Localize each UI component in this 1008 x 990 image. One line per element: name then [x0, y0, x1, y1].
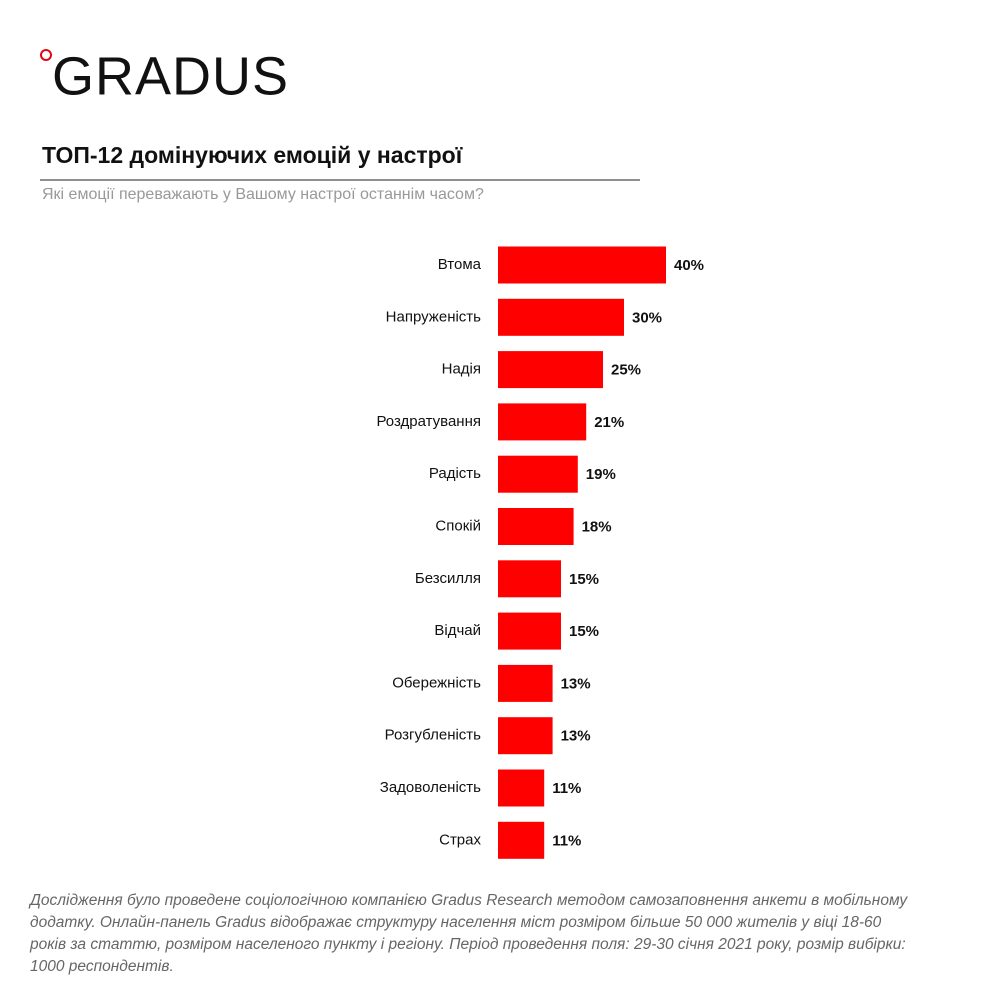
value-label: 15%	[569, 623, 599, 640]
value-label: 19%	[586, 466, 616, 483]
value-label: 18%	[582, 518, 612, 535]
value-label: 11%	[552, 780, 581, 797]
bar	[498, 351, 603, 389]
value-label: 15%	[569, 571, 599, 588]
bar	[498, 455, 578, 493]
value-label: 30%	[632, 309, 662, 326]
bar	[498, 298, 624, 336]
category-label: Роздратування	[376, 413, 481, 430]
category-label: Радість	[429, 465, 481, 482]
logo: GRADUS	[52, 46, 289, 106]
category-label: Обережність	[392, 674, 481, 691]
bar	[498, 612, 561, 650]
bar	[498, 769, 545, 807]
bar	[498, 403, 587, 441]
chart: GRADUS ТОП-12 домінуючих емоцій у настро…	[40, 46, 704, 859]
bar	[498, 717, 553, 755]
logo-dot	[40, 49, 52, 61]
value-label: 21%	[594, 414, 624, 431]
category-label: Страх	[439, 831, 481, 848]
chart-title: ТОП-12 домінуючих емоцій у настрої	[42, 142, 463, 168]
category-label: Надія	[442, 361, 481, 378]
category-label: Напруженість	[386, 308, 482, 325]
value-label: 13%	[561, 675, 591, 692]
bar	[498, 821, 545, 859]
bar	[498, 664, 553, 702]
bar	[498, 560, 561, 598]
bar	[498, 246, 666, 284]
footnote: Дослідження було проведене соціологічною…	[30, 892, 908, 975]
value-label: 13%	[561, 728, 591, 745]
value-label: 40%	[674, 257, 704, 274]
category-label: Відчай	[434, 622, 481, 639]
category-label: Розгубленість	[385, 727, 482, 744]
category-label: Втома	[438, 256, 482, 273]
value-label: 25%	[611, 362, 641, 379]
category-label: Задоволеність	[380, 779, 481, 796]
chart-subtitle: Які емоції переважають у Вашому настрої …	[42, 186, 484, 203]
value-label: 11%	[552, 832, 581, 849]
category-label: Безсилля	[415, 570, 481, 587]
bar	[498, 508, 574, 545]
category-label: Спокій	[435, 517, 481, 534]
